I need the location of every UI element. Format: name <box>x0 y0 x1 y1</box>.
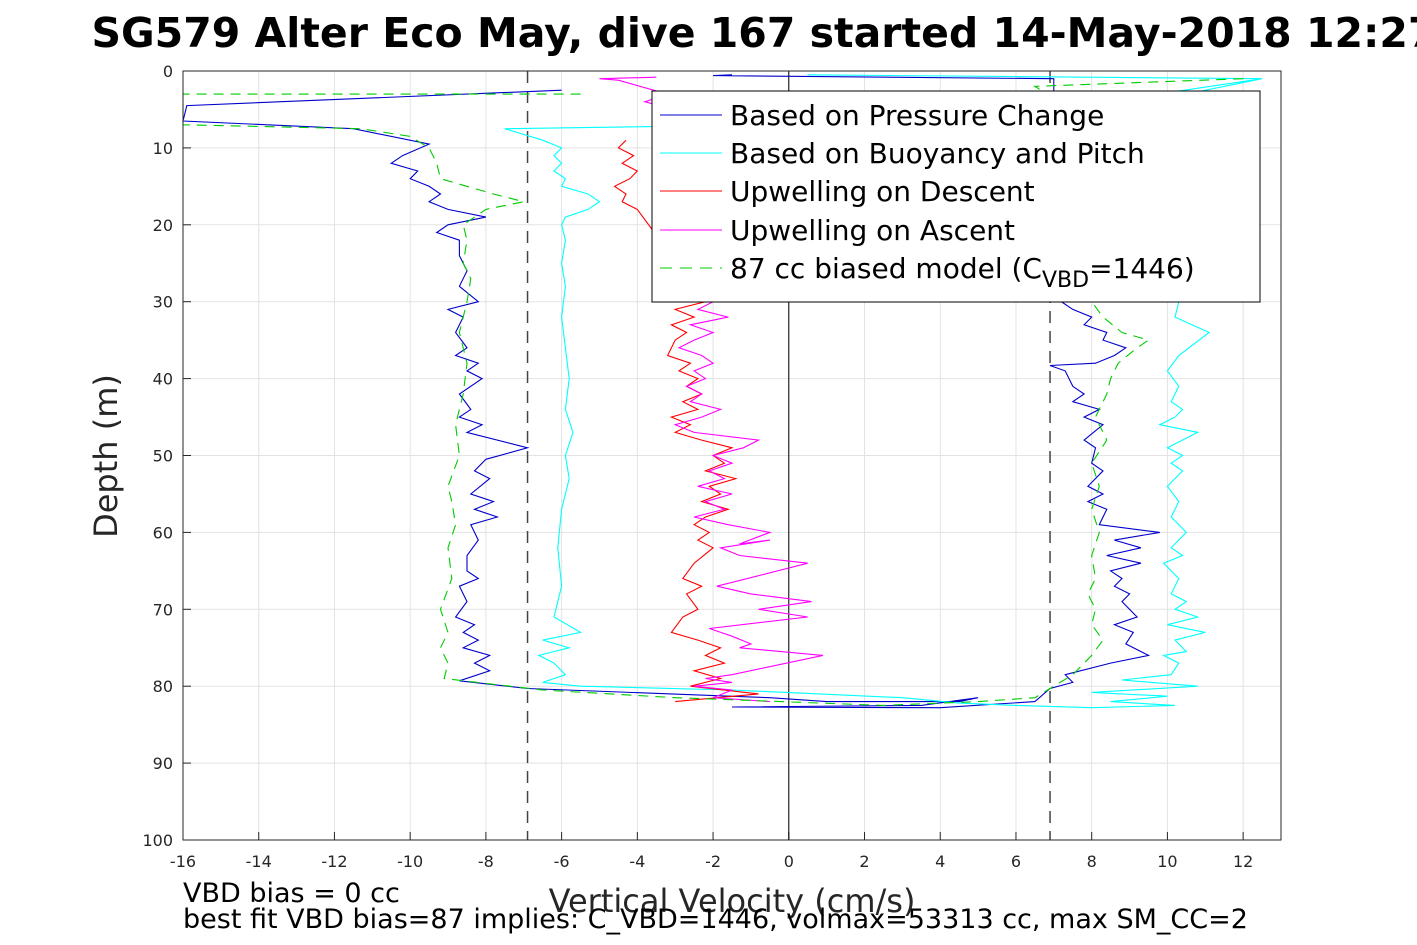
x-tick-label: 4 <box>935 852 945 871</box>
y-tick-labels: 0 10 20 30 40 50 60 70 80 90 100 <box>142 62 173 850</box>
y-tick-label: 80 <box>153 677 173 696</box>
y-tick-label: 70 <box>153 600 173 619</box>
y-tick-label: 50 <box>153 447 173 466</box>
x-tick-label: 0 <box>784 852 794 871</box>
x-tick-label: 12 <box>1233 852 1253 871</box>
x-axis-label: Vertical Velocity (cm/s) <box>549 882 916 920</box>
y-tick-label: 60 <box>153 523 173 542</box>
legend-label-biased-model-suffix: =1446) <box>1089 252 1195 285</box>
x-tick-label: -6 <box>554 852 570 871</box>
y-tick-label: 0 <box>163 62 173 81</box>
x-tick-label: -16 <box>170 852 196 871</box>
series-line-4 <box>182 78 1244 706</box>
y-tick-label: 100 <box>142 831 173 850</box>
legend-label-upwelling-descent: Upwelling on Descent <box>730 175 1035 208</box>
x-tick-label: 6 <box>1011 852 1021 871</box>
x-tick-label: -2 <box>705 852 721 871</box>
legend: Based on Pressure Change Based on Buoyan… <box>651 90 1261 303</box>
x-tick-label: -10 <box>397 852 423 871</box>
y-tick-label: 40 <box>153 370 173 389</box>
x-tick-label: 8 <box>1087 852 1097 871</box>
legend-box <box>651 90 1261 303</box>
x-tick-label: 10 <box>1157 852 1177 871</box>
x-tick-label: -4 <box>629 852 645 871</box>
y-tick-label: 20 <box>153 216 173 235</box>
y-tick-label: 10 <box>153 139 173 158</box>
legend-label-biased-model-sub: VBD <box>1042 268 1089 293</box>
legend-label-biased-model-prefix: 87 cc biased model (C <box>730 252 1042 285</box>
annotation-vbd-bias: VBD bias = 0 cc <box>183 878 400 909</box>
x-tick-labels: -16 -14 -12 -10 -8 -6 -4 -2 0 2 4 6 8 10 12 <box>170 852 1253 871</box>
legend-label-pressure-change: Based on Pressure Change <box>730 99 1104 132</box>
y-tick-label: 30 <box>153 293 173 312</box>
plot-frame <box>182 70 1282 841</box>
series-line-3 <box>599 76 824 703</box>
annotation-best-fit: best fit VBD bias=87 implies: C_VBD=1446… <box>183 904 1248 935</box>
series-line-1 <box>504 74 1263 709</box>
x-tick-label: 2 <box>859 852 869 871</box>
legend-label-biased-model: 87 cc biased model (CVBD=1446) <box>730 252 1195 293</box>
x-tick-label: -12 <box>321 852 347 871</box>
y-axis-label: Depth (m) <box>87 374 125 538</box>
series-line-0 <box>182 74 1160 709</box>
x-tick-label: -14 <box>246 852 272 871</box>
chart-title: SG579 Alter Eco May, dive 167 started 14… <box>92 9 1417 57</box>
legend-label-upwelling-ascent: Upwelling on Ascent <box>730 214 1015 247</box>
legend-label-buoyancy-pitch: Based on Buoyancy and Pitch <box>730 137 1145 170</box>
x-tick-label: -8 <box>478 852 494 871</box>
y-tick-label: 90 <box>153 754 173 773</box>
